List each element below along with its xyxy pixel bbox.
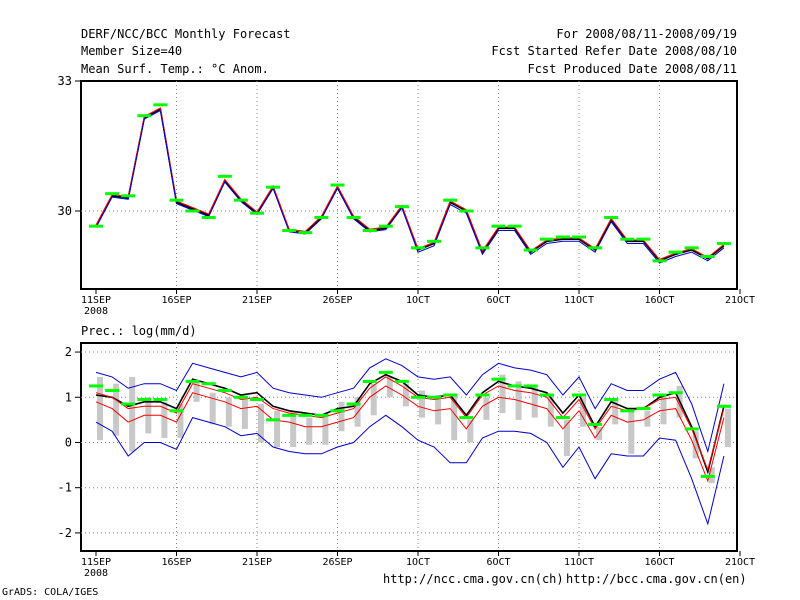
bot-xtick-label: 21OCT <box>725 557 755 568</box>
bot-spread-bar <box>628 410 635 454</box>
bot-series-spread_upper <box>95 376 725 472</box>
bot-spread-bar <box>580 397 586 427</box>
bot-spread-bar <box>338 401 345 432</box>
top-series-lower <box>95 109 725 264</box>
bot-xtick-label: 16SEP <box>161 557 191 568</box>
chart-title: DERF/NCC/BCC Monthly Forecast <box>81 27 291 41</box>
bot-spread-bar <box>483 397 490 420</box>
bot-spread-bar <box>322 415 329 445</box>
bot-xtick-label: 11SEP <box>81 557 111 568</box>
top-panel-label: Mean Surf. Temp.: °C Anom. <box>81 62 269 76</box>
bot-xtick-label: 16OCT <box>644 557 674 568</box>
bot-spread-bar <box>467 419 474 443</box>
forecast-start-date: Fcst Started Refer Date 2008/08/10 <box>491 44 737 58</box>
top-xtick-label: 11OCT <box>564 295 594 306</box>
bot-spread-bar <box>209 392 216 425</box>
bot-spread-bar <box>290 410 297 447</box>
bot-spread-bar <box>531 385 538 418</box>
grads-credit: GrADS: COLA/IGES <box>2 587 98 598</box>
top-ytick-label: 30 <box>58 204 72 218</box>
bot-xtick-label: 6OCT <box>486 557 510 568</box>
top-xtick-label: 6OCT <box>486 295 510 306</box>
bot-spread-bar <box>402 383 409 407</box>
top-ytick-label: 33 <box>58 74 72 88</box>
ncc-url[interactable]: http://ncc.cma.gov.cn(ch) <box>383 572 564 586</box>
bot-xtick-label: 21SEP <box>242 557 272 568</box>
bot-ytick-label: 2 <box>65 345 72 359</box>
bot-spread-bar <box>596 426 603 441</box>
bot-xtick-label: 1OCT <box>406 557 430 568</box>
bot-spread-bar <box>612 399 619 425</box>
bot-spread-bar <box>451 395 458 441</box>
bot-series-ens_lower <box>95 414 725 526</box>
temperature-panel: 30 33 11SEP 16SEP 21SEP 26SEP 1OCT 6OCT 11OCT 16… <box>58 74 756 317</box>
bot-xtick-label: 11OCT <box>564 557 594 568</box>
bot-spread-bar <box>306 417 313 445</box>
top-xtick-label: 11SEP <box>81 295 111 306</box>
bot-spread-bar <box>129 376 136 452</box>
top-xtick-label: 21OCT <box>725 295 755 306</box>
bot-spread-bar <box>113 383 120 436</box>
top-series-upper <box>95 107 725 261</box>
bot-year-label: 2008 <box>84 568 108 579</box>
bot-ytick-label: -1 <box>58 481 72 495</box>
bot-ytick-label: 1 <box>65 390 72 404</box>
bot-ytick-label: -2 <box>58 526 72 540</box>
top-xtick-label: 26SEP <box>322 295 352 306</box>
precipitation-frame <box>80 342 738 552</box>
top-xtick-label: 16SEP <box>161 295 191 306</box>
bot-spread-bar <box>724 408 731 447</box>
bot-ytick-label: 0 <box>65 435 72 449</box>
bot-spread-bar <box>419 390 425 418</box>
forecast-produced-date: Fcst Produced Date 2008/08/11 <box>527 62 737 76</box>
member-size: Member Size=40 <box>81 44 182 58</box>
bot-series-spread_lower <box>95 385 725 483</box>
top-xtick-label: 16OCT <box>644 295 674 306</box>
bot-spread-bar <box>435 395 442 425</box>
bot-spread-bar <box>97 376 103 441</box>
top-year-label: 2008 <box>84 306 108 317</box>
precipitation-panel: -2 -1 0 1 2 11SEP 16SEP 21SEP 26SEP 1OCT 6OCT 11OC… <box>58 342 755 579</box>
bot-spread-bar <box>692 431 699 459</box>
bot-spread-bar <box>241 397 248 429</box>
bot-spread-bar <box>386 376 393 398</box>
bottom-panel-label: Prec.: log(mm/d) <box>81 324 197 338</box>
bot-series-ens_upper <box>95 358 725 454</box>
bcc-url[interactable]: http://bcc.cma.gov.cn(en) <box>566 572 747 586</box>
bot-spread-bar <box>177 404 184 438</box>
bot-spread-bar <box>547 395 554 427</box>
bot-spread-bar <box>660 395 667 425</box>
bot-spread-bar <box>225 397 232 427</box>
bot-spread-bar <box>258 404 264 443</box>
bot-spread-bar <box>370 383 377 416</box>
bot-spread-bar <box>563 419 570 457</box>
top-xtick-label: 1OCT <box>406 295 430 306</box>
bot-spread-bar <box>161 401 168 438</box>
forecast-period: For 2008/08/11-2008/09/19 <box>556 27 737 41</box>
temperature-frame <box>80 80 738 290</box>
bot-spread-bar <box>193 381 200 402</box>
bot-spread-bar <box>499 374 506 414</box>
top-xtick-label: 21SEP <box>242 295 272 306</box>
bot-spread-bar <box>644 410 651 427</box>
bot-spread-bar <box>274 410 281 447</box>
bot-series-mean <box>95 373 725 475</box>
bot-xtick-label: 26SEP <box>322 557 352 568</box>
